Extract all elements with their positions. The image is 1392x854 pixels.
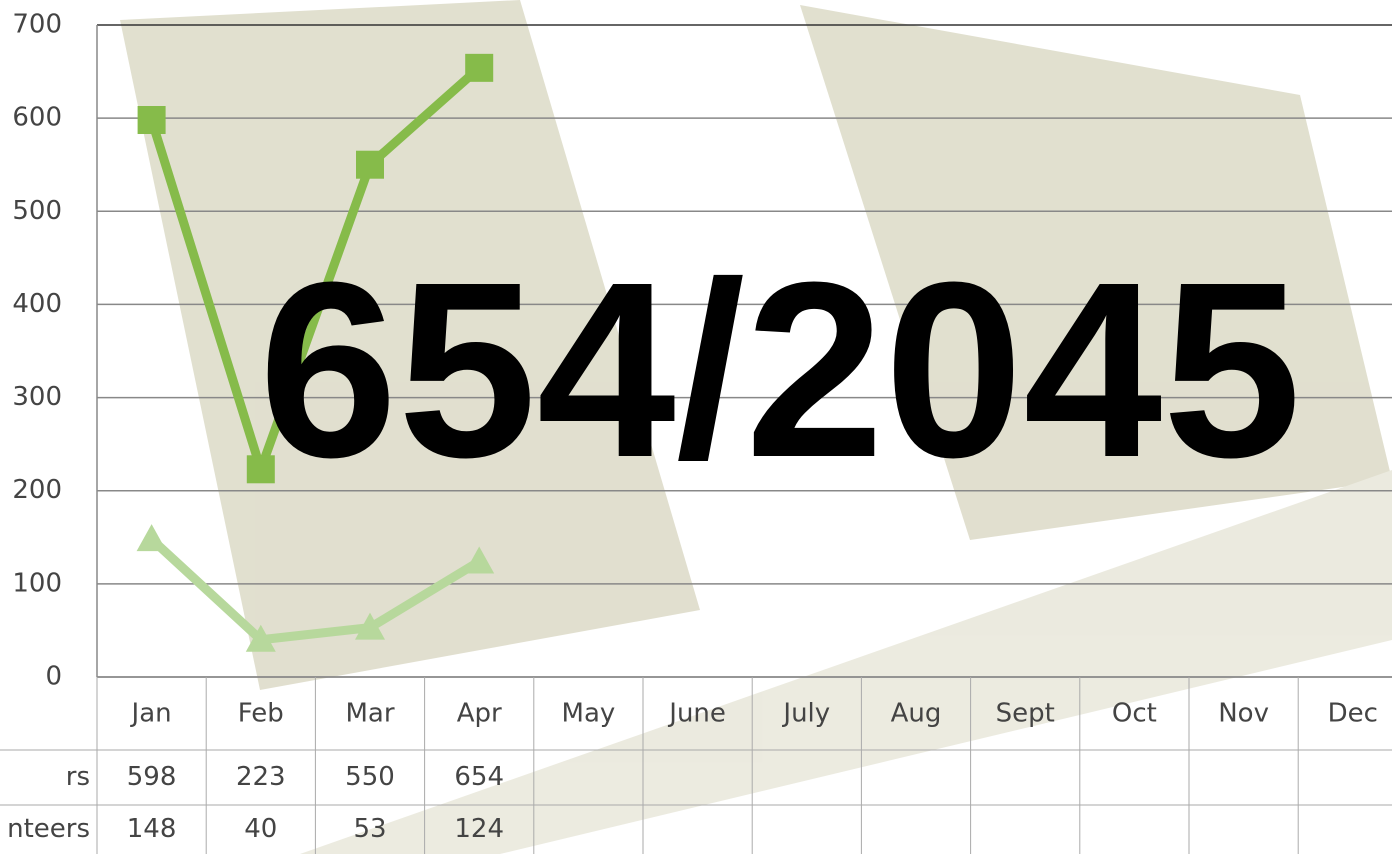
table-value: 148 xyxy=(127,814,177,844)
page: 0 100 200 300 400 500 600 700 Jan Feb Mar Apr May Jun… xyxy=(0,0,1392,854)
x-tick-label: June xyxy=(667,699,726,729)
x-tick-label: Jan xyxy=(130,699,172,729)
x-tick-label: Mar xyxy=(345,699,394,729)
table-value: 53 xyxy=(353,814,386,844)
legend-entry: nteers xyxy=(7,814,90,844)
y-tick-label: 300 xyxy=(12,382,62,412)
y-tick-label: 600 xyxy=(12,103,62,133)
marker xyxy=(465,54,493,82)
chart: 0 100 200 300 400 500 600 700 Jan Feb Mar Apr May Jun… xyxy=(0,0,1392,854)
x-tick-label: Dec xyxy=(1328,699,1378,729)
y-tick-label: 500 xyxy=(12,196,62,226)
x-tick-label: May xyxy=(562,699,616,729)
y-tick-label: 100 xyxy=(12,568,62,598)
x-tick-label: Apr xyxy=(457,699,502,729)
x-tick-label: Nov xyxy=(1218,699,1269,729)
legend-entry: rs xyxy=(66,762,90,792)
marker xyxy=(137,524,167,551)
x-tick-label: Sept xyxy=(996,699,1055,729)
table-value: 124 xyxy=(454,814,504,844)
table-value: 598 xyxy=(127,762,177,792)
x-tick-label: Aug xyxy=(891,699,942,729)
y-tick-label: 200 xyxy=(12,475,62,505)
table-value: 223 xyxy=(236,762,286,792)
x-tick-label: July xyxy=(781,699,830,729)
y-tick-label: 700 xyxy=(12,10,62,40)
marker xyxy=(138,106,166,134)
table-value: 654 xyxy=(454,762,504,792)
table-value: 40 xyxy=(244,814,277,844)
x-tick-label: Oct xyxy=(1112,699,1157,729)
y-tick-label: 400 xyxy=(12,289,62,319)
table-value: 550 xyxy=(345,762,395,792)
y-tick-label: 0 xyxy=(45,662,62,692)
x-tick-label: Feb xyxy=(238,699,284,729)
annotation: 654/2045 xyxy=(259,230,1302,509)
marker xyxy=(356,151,384,179)
